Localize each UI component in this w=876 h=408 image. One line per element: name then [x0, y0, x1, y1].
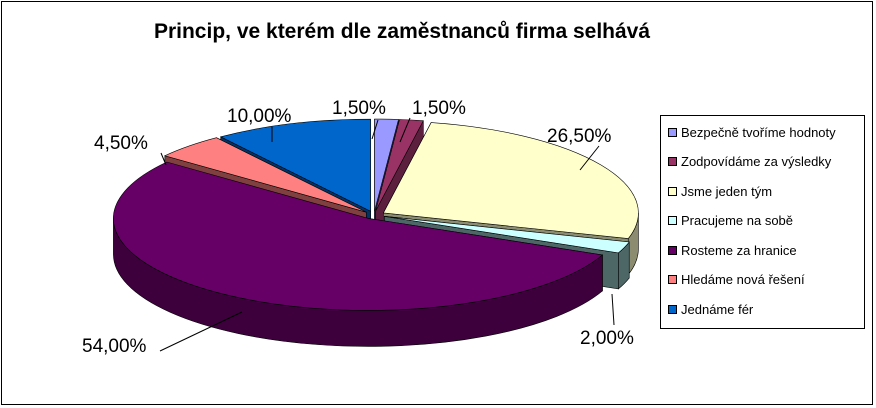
- legend-item: Jednáme fér: [668, 299, 753, 319]
- leader-line: [611, 293, 615, 326]
- legend-swatch: [668, 245, 677, 255]
- legend-swatch: [668, 186, 677, 196]
- leader-line: [159, 311, 243, 352]
- legend-item: Jsme jeden tým: [668, 181, 772, 201]
- legend-label: Bezpečně tvoříme hodnoty: [681, 124, 836, 140]
- legend-label: Hledáme nová řešení: [681, 272, 805, 287]
- legend-item: Zodpovídáme za výsledky: [668, 152, 831, 172]
- pie-slice: [113, 161, 604, 311]
- legend-label: Jednáme fér: [681, 301, 754, 317]
- data-label: 1,50%: [412, 98, 466, 119]
- legend-item: Hledáme nová řešení: [668, 270, 805, 290]
- legend-label: Jsme jeden tým: [681, 183, 773, 199]
- leader-line: [160, 152, 167, 166]
- data-label: 10,00%: [227, 106, 292, 127]
- legend-item: Bezpečně tvoříme hodnoty: [668, 122, 836, 142]
- leader-line: [579, 145, 600, 171]
- legend-swatch: [668, 275, 677, 284]
- chart-title: Princip, ve kterém dle zaměstnanců firma…: [153, 20, 651, 43]
- pie-slice: [375, 119, 424, 212]
- pie-slice: [384, 216, 630, 254]
- pie-slice: [382, 122, 639, 239]
- legend-label: Rosteme za hranice: [681, 242, 797, 258]
- legend: Bezpečně tvoříme hodnoty Zodpovídáme za v…: [660, 115, 865, 329]
- pie-slice: [219, 118, 371, 212]
- leader-line: [399, 117, 411, 143]
- legend-label: Zodpovídáme za výsledky: [681, 154, 832, 169]
- legend-swatch: [668, 127, 677, 137]
- data-label: 4,50%: [94, 133, 148, 154]
- data-label: 26,50%: [547, 126, 612, 147]
- legend-swatch: [668, 157, 677, 166]
- legend-swatch: [668, 216, 677, 225]
- pie-slice: [163, 137, 367, 213]
- pie-slice: [374, 118, 399, 212]
- data-label: 2,00%: [580, 328, 634, 349]
- legend-item: Pracujeme na sobě: [668, 211, 793, 231]
- legend-label: Pracujeme na sobě: [681, 213, 794, 228]
- leader-line: [371, 119, 379, 140]
- data-label: 1,50%: [332, 98, 386, 119]
- legend-swatch: [668, 304, 677, 314]
- legend-item: Rosteme za hranice: [668, 240, 797, 260]
- data-label: 54,00%: [82, 336, 147, 357]
